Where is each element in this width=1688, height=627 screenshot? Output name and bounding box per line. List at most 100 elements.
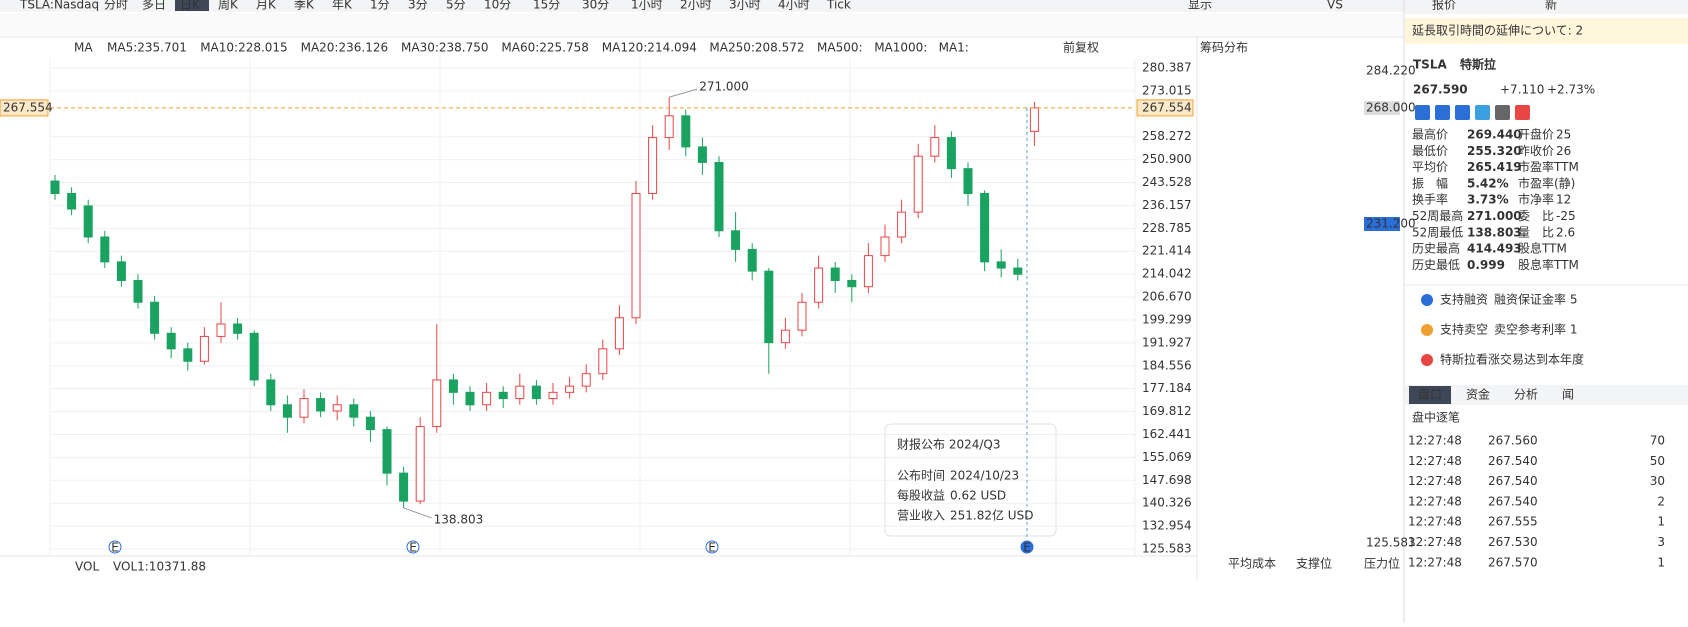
period-tab[interactable]: 多日 [142, 0, 166, 12]
candle-body [880, 236, 890, 257]
period-tab[interactable]: 月K [256, 0, 277, 12]
tooltip-value: 251.82亿 USD [950, 508, 1033, 523]
stat-value: 138.803 [1467, 225, 1522, 239]
event-label[interactable]: E [111, 541, 119, 555]
candle-body [847, 279, 857, 288]
stat-key: 开盘价 [1518, 127, 1554, 142]
period-tab[interactable]: 周K [218, 0, 239, 12]
candle-body [963, 168, 973, 194]
candle-body [498, 391, 508, 400]
feature[interactable]: 支持卖空 [1440, 322, 1488, 337]
y-tick-label: 184.556 [1142, 358, 1192, 372]
period-tab[interactable]: 年K [332, 0, 353, 12]
trade-time: 12:27:48 [1408, 494, 1462, 508]
candle-body [67, 192, 77, 210]
trade-time: 12:27:48 [1408, 434, 1462, 448]
period-tab[interactable]: 季K [294, 0, 315, 12]
y-tick-label: 140.326 [1142, 496, 1192, 510]
y-tick-label: 169.812 [1142, 404, 1192, 418]
panel-tab[interactable]: 盘口 [1418, 387, 1442, 402]
chip-label: 125.583 [1366, 536, 1416, 550]
event-label[interactable]: E [708, 541, 716, 555]
tooltip-value: 2024/10/23 [950, 469, 1019, 483]
menu[interactable]: VS [1327, 0, 1343, 12]
feature[interactable]: 特斯拉看涨交易达到本年度 [1440, 352, 1584, 367]
trade-time: 12:27:48 [1408, 555, 1462, 569]
ticks-title[interactable]: 盘中逐笔 [1412, 410, 1460, 425]
ma-item: MA500: [817, 41, 863, 55]
stat-key: 换手率 [1412, 192, 1448, 207]
trade-price: 267.555 [1488, 515, 1538, 529]
current-box [1136, 99, 1194, 117]
period-tab[interactable]: Tick [826, 0, 851, 12]
panel-tab[interactable]: 闻 [1562, 388, 1574, 402]
candle-body [50, 180, 60, 194]
candle-body [697, 146, 707, 163]
y-tick-label: 236.157 [1142, 198, 1192, 212]
banner [1405, 18, 1688, 44]
period-tab[interactable]: 15分 [533, 0, 560, 12]
period-tab[interactable]: 4小时 [778, 0, 810, 12]
panel-tab[interactable]: 资金 [1466, 387, 1490, 402]
period-tab[interactable]: 1分 [370, 0, 390, 12]
period-tab[interactable]: 30分 [582, 0, 609, 12]
period-tab[interactable]: 1小时 [631, 0, 663, 12]
y-tick-label: 177.184 [1142, 381, 1192, 395]
candle-body [482, 391, 492, 406]
candle-body [764, 270, 774, 344]
candle-body [664, 115, 674, 139]
stat-key: 52周最低 [1412, 225, 1463, 239]
event-label[interactable]: E [409, 541, 417, 555]
chip-label: 231.200 [1366, 217, 1416, 231]
event-marker [1020, 540, 1034, 554]
stat-key: 52周最高 [1412, 208, 1463, 223]
tab[interactable]: 新 [1545, 0, 1557, 12]
badge [1495, 105, 1510, 120]
toolbar-bg [0, 0, 1405, 12]
period-tab[interactable]: 5分 [446, 0, 466, 12]
trade-price: 267.560 [1488, 434, 1538, 448]
stat-key: 市净率 [1518, 192, 1554, 207]
period-tab[interactable]: 2小时 [680, 0, 712, 12]
trade-volume: 70 [1650, 434, 1665, 448]
y-tick-label: 125.583 [1142, 542, 1192, 556]
period-tab[interactable]: 日K [180, 0, 201, 12]
adjust[interactable]: 前复权 [1063, 40, 1099, 55]
feature-detail: 卖空参考利率 1 [1494, 322, 1577, 337]
period-tab[interactable]: 3小时 [729, 0, 761, 12]
stat-key: 平均价 [1412, 160, 1448, 174]
period-tab[interactable]: 分时 [104, 0, 128, 12]
price: 267.590 [1413, 83, 1468, 97]
trade-time: 12:27:48 [1408, 454, 1462, 468]
tab[interactable]: 报价 [1432, 0, 1456, 12]
banner[interactable]: 延長取引時間の延伸について: 2 [1412, 24, 1583, 38]
y-tick-label: 162.441 [1142, 427, 1192, 441]
vol-label: VOL [75, 560, 99, 574]
panel-tab[interactable]: 分析 [1514, 388, 1538, 402]
y-tick-label: 214.042 [1142, 267, 1192, 281]
trade-volume: 2 [1657, 494, 1665, 508]
stat-key: 历史最低 [1412, 258, 1460, 272]
stat-value: 12 [1556, 193, 1571, 207]
chip-legend: 平均成本 [1228, 557, 1276, 571]
event-marker [705, 540, 719, 554]
feature[interactable]: 支持融资 [1440, 292, 1488, 307]
candle-body [614, 317, 624, 350]
symbol: TSLA [1413, 58, 1447, 72]
stat-key: 最高价 [1412, 127, 1448, 142]
tools-bg [0, 13, 1405, 37]
menu[interactable]: 显示 [1188, 0, 1212, 12]
candle-body [863, 255, 873, 288]
ma-item: MA10:228.015 [200, 41, 288, 55]
trade-price: 267.540 [1488, 474, 1538, 488]
period-tab[interactable]: 3分 [408, 0, 428, 12]
event-label[interactable]: E [1023, 541, 1031, 555]
stat-value: 265.419 [1467, 160, 1522, 174]
period-tab[interactable]: 10分 [484, 0, 511, 12]
candle-body [565, 385, 575, 393]
tooltip-title: 财报公布 2024/Q3 [897, 437, 1000, 452]
candle-body [332, 404, 342, 412]
trade-volume: 1 [1657, 555, 1665, 569]
tab-active [1409, 386, 1451, 404]
candle-body [266, 379, 276, 406]
